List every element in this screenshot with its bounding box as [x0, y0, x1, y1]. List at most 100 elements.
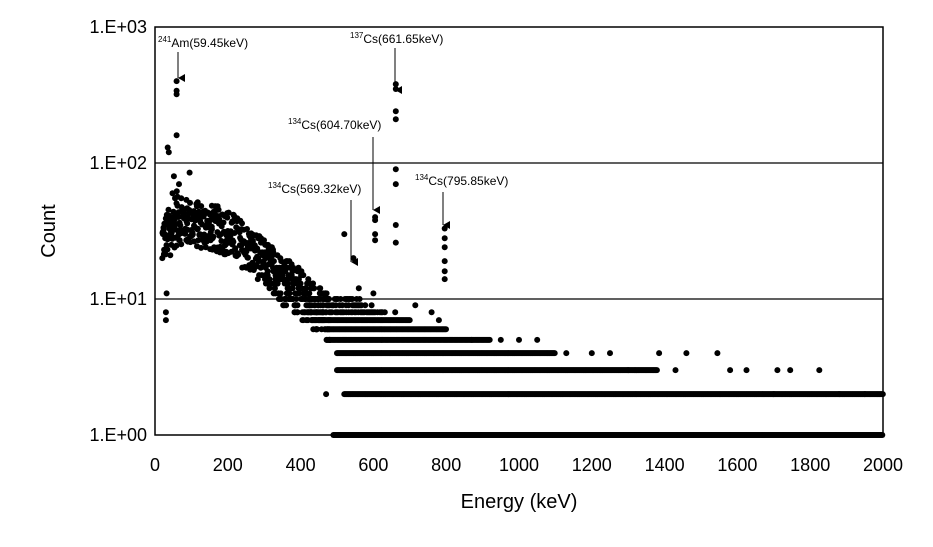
data-point [177, 222, 184, 229]
data-point [168, 241, 175, 248]
data-point [443, 326, 449, 333]
data-point [215, 206, 222, 213]
data-point [468, 336, 475, 343]
data-point [311, 285, 318, 292]
data-point [683, 350, 690, 357]
data-point [293, 296, 300, 302]
data-point [296, 290, 303, 297]
data-point [349, 296, 356, 302]
data-point [428, 309, 435, 316]
data-point [264, 268, 271, 275]
data-point [245, 254, 251, 261]
peak-annotation-label: 137Cs(661.65keV) [350, 31, 443, 46]
data-point [162, 235, 169, 242]
peak-annotation-label: 134Cs(795.85keV) [415, 173, 508, 188]
x-tick-label: 1200 [572, 455, 612, 475]
data-point [309, 280, 316, 287]
data-point [176, 181, 182, 188]
data-point [187, 199, 193, 206]
data-point [441, 268, 448, 275]
data-point [198, 244, 205, 251]
data-point [320, 302, 327, 309]
data-point [372, 217, 379, 224]
data-point [208, 223, 215, 230]
data-point [836, 391, 843, 398]
data-point [270, 258, 277, 265]
data-point [486, 336, 493, 343]
data-point [588, 350, 595, 357]
x-tick-label: 1800 [790, 455, 830, 475]
data-point [356, 296, 363, 302]
data-point [244, 226, 250, 232]
data-point [294, 309, 300, 316]
data-point [368, 302, 375, 309]
data-point [210, 233, 217, 240]
data-point [362, 302, 369, 309]
x-tick-label: 1600 [717, 455, 757, 475]
peak-annotation-label: 134Cs(569.32keV) [268, 181, 361, 196]
data-point [162, 317, 169, 324]
data-point [370, 290, 377, 297]
data-point [198, 203, 205, 210]
data-point [372, 237, 379, 244]
data-point [770, 391, 777, 398]
plot-area-border [154, 26, 884, 436]
data-point [392, 86, 399, 92]
y-axis-title: Count [38, 204, 60, 258]
data-point [173, 242, 180, 249]
x-tick-label: 0 [150, 455, 160, 475]
data-point [239, 220, 245, 227]
data-point [534, 336, 541, 343]
data-point [161, 246, 168, 253]
data-point [225, 209, 232, 216]
data-point [441, 244, 448, 251]
y-tick-label: 1.E+01 [89, 289, 147, 309]
x-tick-labels: 0 200 400 600 800 1000 1200 1400 1600 1800 2000 [150, 455, 903, 475]
data-point [441, 225, 448, 232]
data-point [787, 367, 794, 374]
data-point [173, 132, 180, 139]
data-point [189, 231, 196, 238]
data-point [392, 108, 399, 115]
data-point [392, 81, 399, 88]
data-point [341, 231, 348, 238]
data-point [656, 350, 663, 357]
x-tick-label: 1400 [645, 455, 685, 475]
data-point [412, 302, 419, 309]
data-point [166, 225, 173, 232]
data-point [184, 220, 191, 227]
data-point [164, 144, 171, 151]
data-point [297, 280, 304, 287]
data-point [283, 302, 290, 309]
data-point [392, 116, 399, 123]
data-point [392, 181, 399, 188]
data-point [220, 219, 227, 226]
data-point [372, 231, 379, 238]
data-point [235, 251, 242, 258]
data-point [551, 350, 558, 357]
data-point [441, 258, 448, 265]
data-point [224, 214, 231, 221]
y-tick-label: 1.E+00 [89, 425, 147, 445]
data-point [303, 285, 310, 292]
data-point [195, 237, 202, 244]
data-point [274, 280, 281, 287]
data-point [672, 367, 679, 374]
data-point [563, 350, 570, 357]
data-point [162, 222, 169, 229]
data-point [392, 222, 399, 228]
data-point [194, 199, 201, 206]
data-point [653, 367, 660, 374]
data-point [774, 367, 781, 374]
data-point [271, 285, 278, 292]
data-point [306, 290, 313, 297]
data-point [381, 309, 388, 316]
data-point [230, 238, 237, 245]
y-tick-label: 1.E+02 [89, 153, 147, 173]
x-tick-label: 200 [213, 455, 243, 475]
data-point [172, 195, 178, 202]
data-point [743, 367, 750, 374]
data-point [266, 285, 273, 292]
data-point [173, 188, 180, 195]
data-point [170, 173, 177, 180]
